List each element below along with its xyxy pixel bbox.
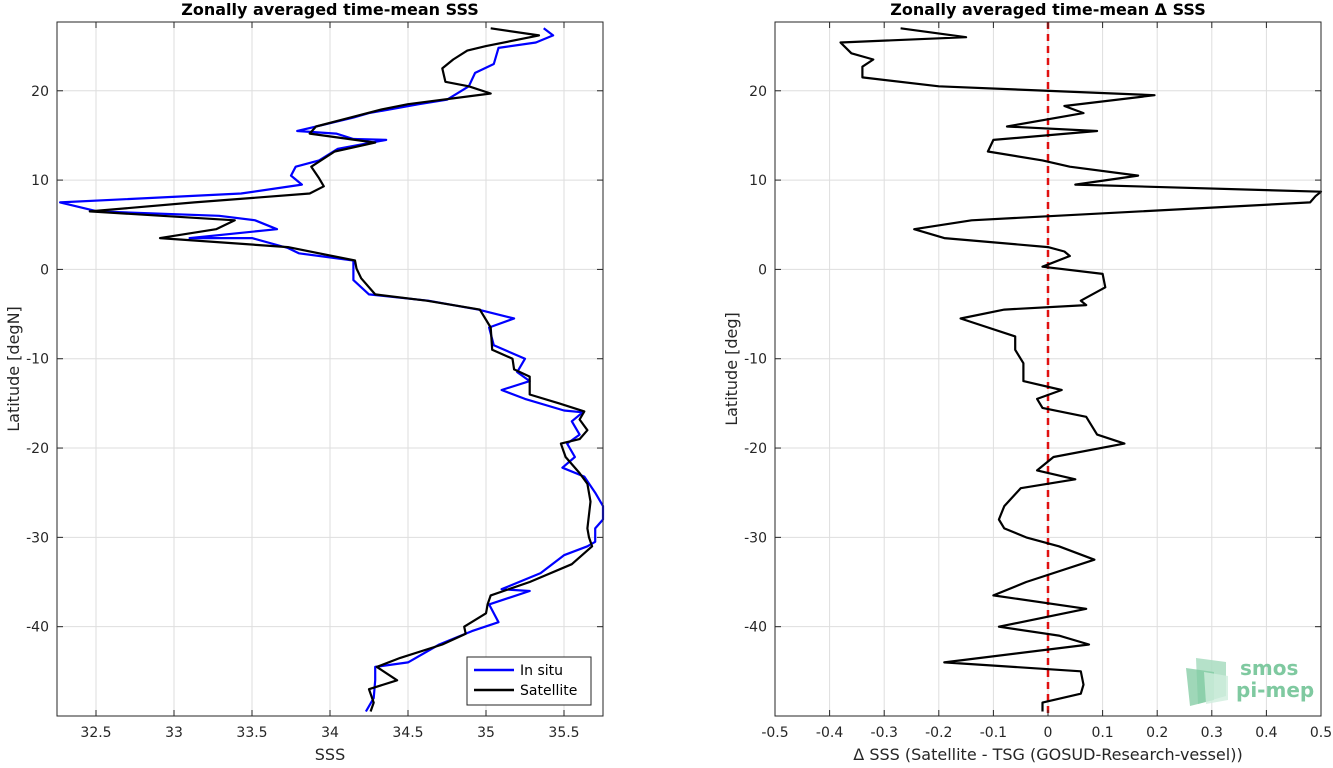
x-axis-label: SSS (315, 745, 345, 764)
y-tick-label: 0 (40, 262, 49, 278)
logo-line2: pi-mep (1236, 678, 1314, 702)
x-tick-label: -0.1 (980, 725, 1007, 741)
series-line-satellite (88, 27, 594, 712)
x-tick-label: 0.2 (1146, 725, 1168, 741)
y-tick-label: 10 (749, 173, 767, 189)
x-tick-label: 0.5 (1310, 725, 1332, 741)
sss-profile-plot: 32.5 33 33.5 34 34.5 35 35.5 -40 -30 -20 -10 0 10 20 Z… (4, 0, 605, 764)
chart-title: Zonally averaged time-mean SSS (181, 0, 479, 19)
y-tick-label: -40 (744, 620, 767, 636)
x-tick-label: -0.2 (925, 725, 952, 741)
delta-sss-profile-plot: -0.5 -0.4 -0.3 -0.2 -0.1 0 0.1 0.2 0.3 0.4 0.5 -40 -… (722, 0, 1332, 764)
x-tick-label: 0.1 (1091, 725, 1113, 741)
y-tick-label: -10 (744, 352, 767, 368)
legend-label-satellite: Satellite (520, 683, 577, 699)
x-tick-label: 35.5 (548, 725, 579, 741)
x-tick-label: 34.5 (392, 725, 423, 741)
x-tick-label: -0.4 (816, 725, 843, 741)
legend-box (466, 656, 592, 706)
y-axis-label: Latitude [degN] (4, 306, 23, 432)
y-axis-label: Latitude [deg] (722, 312, 741, 426)
y-tick-label: -20 (744, 441, 767, 457)
x-tick-label: 0.4 (1255, 725, 1277, 741)
y-tick-label: 20 (749, 84, 767, 100)
series-line-in-situ (59, 27, 605, 713)
y-tick-label: -10 (26, 352, 49, 368)
logo-line1: smos (1240, 656, 1298, 680)
x-tick-label: 0.3 (1201, 725, 1223, 741)
x-tick-label: -0.5 (761, 725, 788, 741)
x-tick-label: 32.5 (80, 725, 111, 741)
y-tick-label: 20 (31, 84, 49, 100)
x-tick-label: 0 (1044, 725, 1053, 741)
logo-emblem (1186, 658, 1228, 706)
y-tick-label: -30 (744, 530, 767, 546)
x-tick-label: 33.5 (236, 725, 267, 741)
y-tick-label: 10 (31, 173, 49, 189)
smos-pi-mep-logo: smos pi-mep (1186, 656, 1314, 706)
x-tick-label: 34 (321, 725, 339, 741)
series-line-delta-sss (839, 27, 1323, 712)
legend: In situ Satellite (466, 656, 592, 706)
x-axis-label: Δ SSS (Satellite - TSG (GOSUD-Research-v… (853, 745, 1242, 764)
chart-title: Zonally averaged time-mean Δ SSS (890, 0, 1206, 19)
legend-label-insitu: In situ (520, 663, 563, 679)
x-tick-label: 33 (165, 725, 183, 741)
x-tick-label: -0.3 (871, 725, 898, 741)
y-tick-label: 0 (758, 262, 767, 278)
y-tick-label: -20 (26, 441, 49, 457)
y-tick-label: -40 (26, 620, 49, 636)
x-tick-label: 35 (477, 725, 495, 741)
y-tick-label: -30 (26, 530, 49, 546)
